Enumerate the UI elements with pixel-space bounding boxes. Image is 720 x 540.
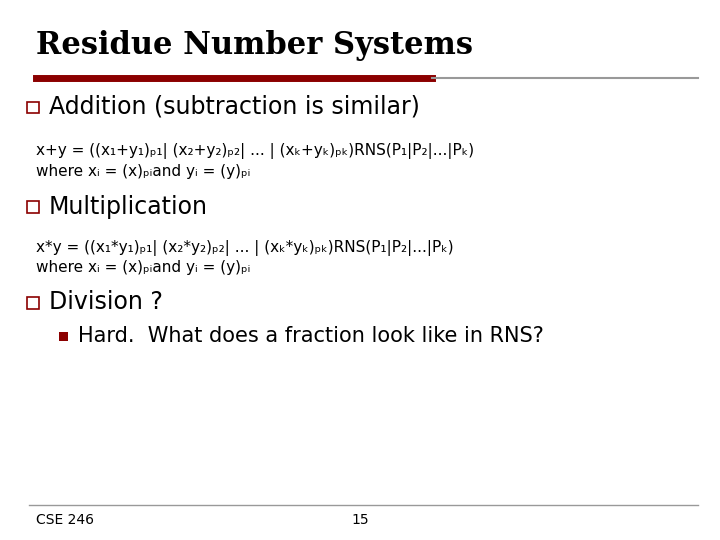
Text: Addition (subtraction is similar): Addition (subtraction is similar): [49, 95, 420, 119]
FancyBboxPatch shape: [27, 297, 39, 309]
Text: Multiplication: Multiplication: [49, 195, 208, 219]
Text: 15: 15: [351, 513, 369, 527]
Text: where xᵢ = (x)ₚᵢand yᵢ = (y)ₚᵢ: where xᵢ = (x)ₚᵢand yᵢ = (y)ₚᵢ: [36, 164, 251, 179]
FancyBboxPatch shape: [27, 102, 39, 113]
Text: Hard.  What does a fraction look like in RNS?: Hard. What does a fraction look like in …: [78, 326, 544, 346]
Text: x*y = ((x₁*y₁)ₚ₁| (x₂*y₂)ₚ₂| ... | (xₖ*yₖ)ₚₖ)RNS(P₁|P₂|...|Pₖ): x*y = ((x₁*y₁)ₚ₁| (x₂*y₂)ₚ₂| ... | (xₖ*y…: [36, 240, 454, 256]
FancyBboxPatch shape: [59, 332, 68, 341]
Text: x+y = ((x₁+y₁)ₚ₁| (x₂+y₂)ₚ₂| ... | (xₖ+yₖ)ₚₖ)RNS(P₁|P₂|...|Pₖ): x+y = ((x₁+y₁)ₚ₁| (x₂+y₂)ₚ₂| ... | (xₖ+y…: [36, 143, 474, 159]
Text: CSE 246: CSE 246: [36, 513, 94, 527]
Text: Residue Number Systems: Residue Number Systems: [36, 30, 473, 60]
Text: where xᵢ = (x)ₚᵢand yᵢ = (y)ₚᵢ: where xᵢ = (x)ₚᵢand yᵢ = (y)ₚᵢ: [36, 260, 251, 275]
Text: Division ?: Division ?: [49, 291, 163, 314]
FancyBboxPatch shape: [27, 201, 39, 213]
